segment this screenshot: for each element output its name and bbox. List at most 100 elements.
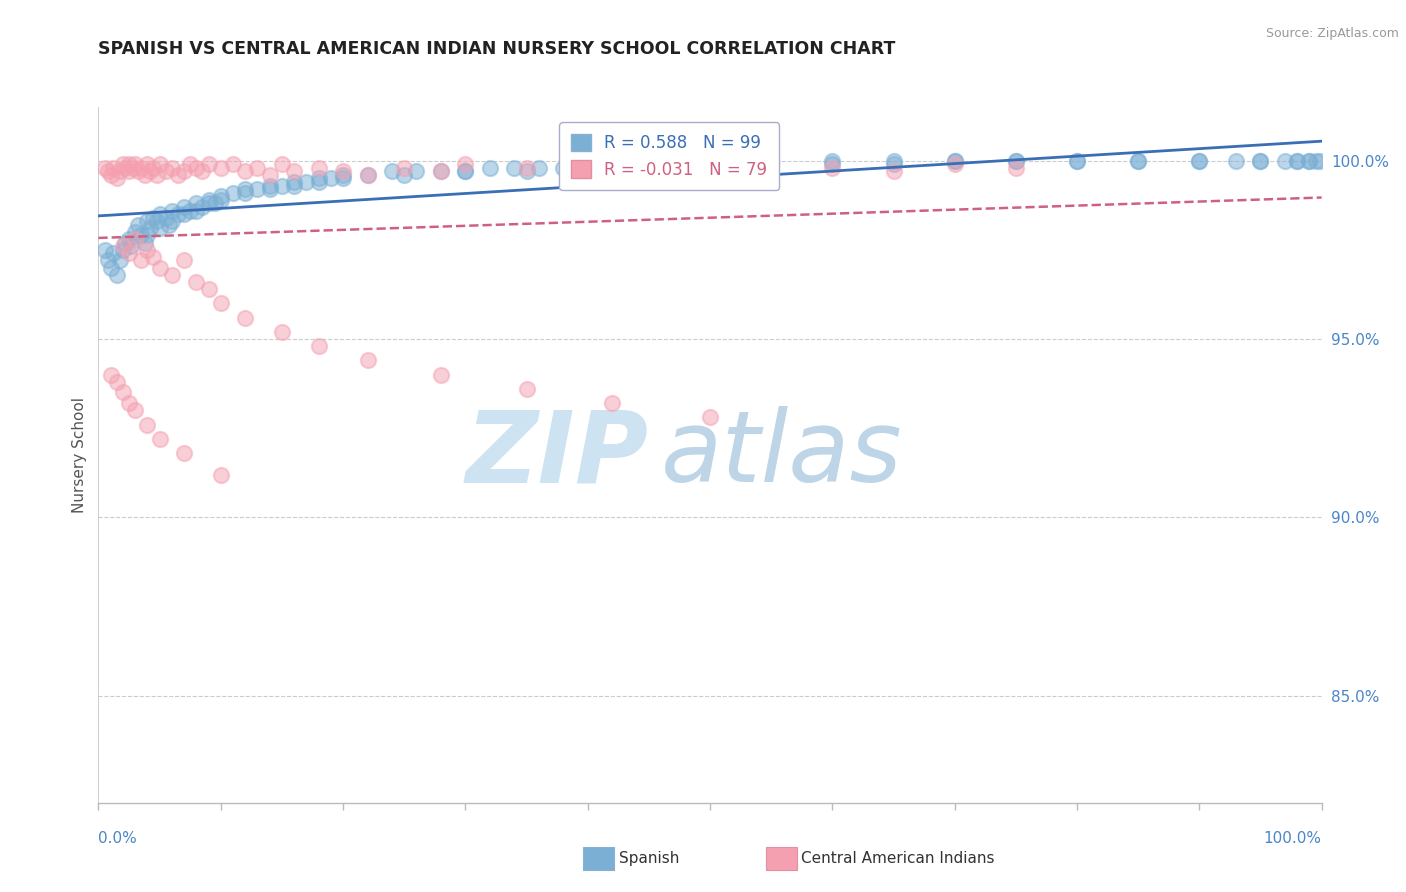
Point [111, 385, 134, 400]
Point [204, 196, 226, 211]
Point [105, 375, 128, 389]
Text: atlas: atlas [661, 407, 903, 503]
Text: Spanish: Spanish [619, 852, 679, 866]
Point [146, 214, 169, 228]
Point [246, 161, 269, 175]
Point [209, 161, 232, 175]
Point [478, 161, 501, 175]
Point [93, 161, 115, 175]
Point [110, 253, 132, 268]
Point [179, 203, 201, 218]
Point [392, 168, 416, 182]
Point [173, 200, 195, 214]
Point [259, 178, 281, 193]
Point [1004, 153, 1026, 168]
Point [308, 171, 330, 186]
Point [129, 228, 152, 243]
Point [454, 157, 477, 171]
Point [124, 403, 146, 417]
Point [118, 157, 141, 171]
Point [1066, 153, 1088, 168]
Point [259, 182, 281, 196]
Point [114, 161, 136, 175]
Point [173, 207, 195, 221]
Point [1066, 153, 1088, 168]
Point [699, 161, 721, 175]
Point [101, 246, 124, 260]
Point [626, 157, 648, 171]
Point [97, 164, 120, 178]
Point [160, 214, 183, 228]
Point [332, 171, 354, 186]
Point [233, 182, 256, 196]
Point [246, 182, 269, 196]
Point [191, 164, 214, 178]
Point [186, 196, 208, 211]
Point [1188, 153, 1211, 168]
Point [160, 203, 183, 218]
Point [105, 268, 128, 282]
Point [149, 221, 172, 235]
Point [105, 171, 128, 186]
Point [821, 161, 844, 175]
Point [173, 253, 195, 268]
Point [136, 157, 159, 171]
Y-axis label: Nursery School: Nursery School [72, 397, 87, 513]
Point [233, 310, 256, 325]
Point [167, 168, 190, 182]
Point [149, 432, 172, 446]
Point [222, 186, 245, 200]
Point [149, 157, 172, 171]
Text: Central American Indians: Central American Indians [801, 852, 995, 866]
Text: ZIP: ZIP [465, 407, 648, 503]
Point [1274, 153, 1296, 168]
Point [761, 157, 783, 171]
Point [101, 161, 124, 175]
Point [157, 218, 180, 232]
Point [134, 168, 156, 182]
Point [883, 153, 905, 168]
Point [142, 161, 165, 175]
Point [111, 239, 134, 253]
Point [405, 164, 427, 178]
Point [699, 164, 721, 178]
Point [943, 153, 966, 168]
Point [93, 243, 115, 257]
Point [173, 446, 195, 460]
Point [134, 235, 156, 250]
Point [186, 161, 208, 175]
Point [1298, 153, 1320, 168]
Point [142, 250, 165, 264]
Point [821, 153, 844, 168]
Point [136, 228, 159, 243]
Point [356, 168, 378, 182]
Point [124, 157, 146, 171]
Point [1128, 153, 1150, 168]
Point [127, 164, 149, 178]
Point [283, 178, 305, 193]
Point [283, 164, 305, 178]
Point [197, 193, 219, 207]
Point [576, 164, 599, 178]
Point [120, 239, 142, 253]
Point [167, 207, 190, 221]
Text: SPANISH VS CENTRAL AMERICAN INDIAN NURSERY SCHOOL CORRELATION CHART: SPANISH VS CENTRAL AMERICAN INDIAN NURSE… [98, 40, 896, 58]
Point [136, 214, 159, 228]
Point [308, 339, 330, 353]
Point [1225, 153, 1247, 168]
Point [600, 396, 623, 410]
Point [503, 161, 526, 175]
Point [209, 467, 232, 482]
Point [209, 296, 232, 310]
Point [356, 168, 378, 182]
Point [118, 246, 141, 260]
Point [149, 260, 172, 275]
Text: 0.0%: 0.0% [98, 831, 138, 847]
Point [515, 161, 537, 175]
Point [97, 253, 120, 268]
Point [319, 171, 342, 186]
Point [149, 207, 172, 221]
Point [136, 417, 159, 432]
Point [883, 164, 905, 178]
Point [943, 157, 966, 171]
